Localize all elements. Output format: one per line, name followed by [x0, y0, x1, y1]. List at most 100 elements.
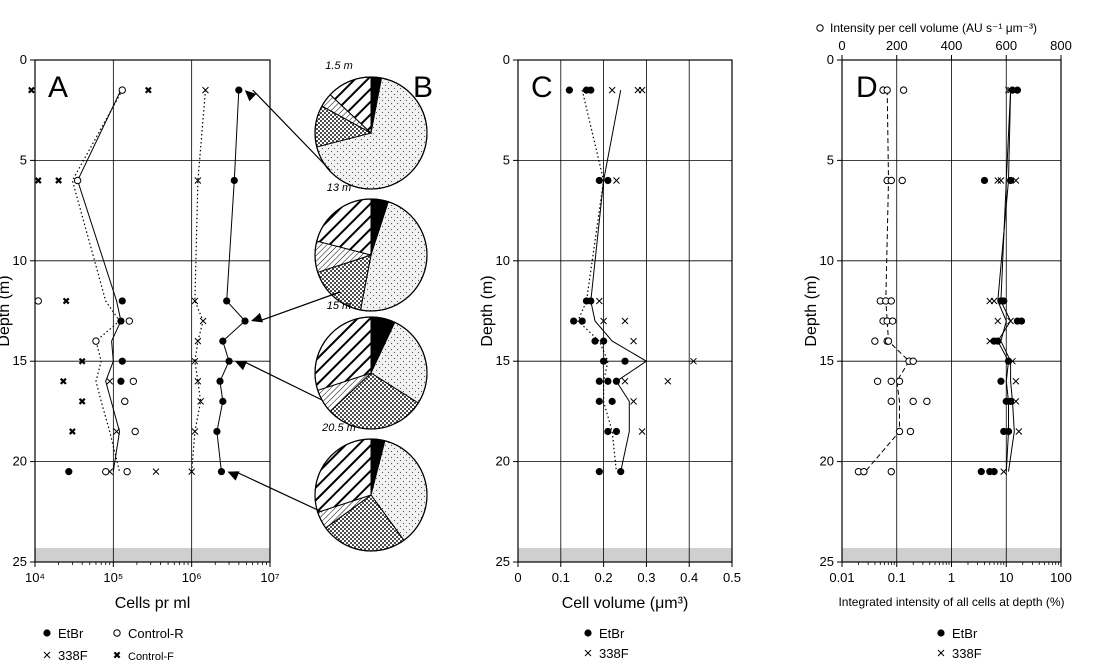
trend-line-a-3	[216, 90, 246, 472]
y-axis-title-c: Depth (m)	[479, 275, 496, 346]
data-point	[887, 377, 895, 385]
data-point	[595, 297, 603, 305]
x-tick-label-c: 0.2	[595, 570, 613, 585]
series-338f	[986, 86, 1023, 475]
pie-20-5-m: 20.5 m	[314, 422, 428, 552]
series-intensity-per-cell-volume	[854, 86, 931, 476]
data-point	[78, 397, 86, 405]
y-tick-label-d: 5	[827, 152, 834, 167]
trend-line-a-2	[71, 89, 123, 472]
data-point	[194, 337, 202, 345]
x-tick-label-d: 0.1	[888, 570, 906, 585]
data-point	[219, 337, 227, 345]
arrow-shaft	[235, 471, 323, 513]
legend-label: EtBr	[952, 626, 978, 641]
x-tick-label-c: 0.1	[552, 570, 570, 585]
y-tick-label-a: 20	[13, 454, 27, 469]
top-axis-title: Intensity per cell volume (AU s⁻¹ μm⁻³)	[816, 21, 1037, 35]
plot-frame-c	[517, 59, 733, 563]
legend-label: Control-F	[128, 651, 174, 663]
x-axis-title-a: Cells pr ml	[115, 595, 191, 612]
data-point	[1004, 357, 1013, 365]
pie-13-m: 13 m	[314, 182, 428, 312]
legends: EtBr Control-R 338F Control-F EtBr 338F EtBr 33…	[43, 626, 982, 663]
pie-outline	[314, 316, 428, 430]
x-tick-label-c: 0.5	[723, 570, 741, 585]
arrow-shaft	[252, 89, 331, 171]
trend-line-c-1	[590, 90, 648, 472]
data-point	[106, 377, 114, 385]
data-point	[230, 176, 238, 185]
data-point	[1012, 377, 1020, 385]
trend-line-d-2	[997, 90, 1015, 472]
data-point	[113, 428, 120, 435]
data-point	[621, 317, 629, 325]
arrow-head	[227, 471, 240, 481]
legend-label: 338F	[599, 646, 629, 661]
series-338f	[595, 86, 697, 435]
data-point	[595, 468, 603, 476]
data-point	[612, 427, 621, 436]
legend-marker	[937, 649, 945, 657]
x-tick-label-a: 10⁷	[260, 570, 279, 585]
data-point	[587, 297, 595, 305]
data-point	[888, 317, 897, 325]
data-point	[608, 86, 616, 94]
data-point	[199, 317, 207, 325]
series-etbr	[565, 86, 629, 476]
data-point	[638, 86, 646, 94]
data-point	[690, 357, 697, 365]
y-tick-label-d: 10	[820, 253, 834, 268]
panel-d: 0.01 0.1 1 10 100 0 5 10 15 20 25 Integrated intens…	[803, 21, 1072, 609]
data-point	[28, 86, 35, 94]
legend-item-a: Control-R	[113, 626, 184, 641]
pie-arrows	[227, 89, 341, 513]
legend-marker	[113, 651, 121, 659]
data-point	[600, 357, 608, 365]
pie-depth-label: 1.5 m	[325, 60, 353, 72]
data-point	[887, 467, 895, 476]
y-tick-label-a: 0	[20, 52, 27, 67]
data-point	[129, 377, 138, 385]
pie-arrow	[235, 360, 323, 401]
y-tick-label-c: 20	[496, 454, 510, 469]
legend-label: Control-R	[128, 626, 184, 641]
data-point	[197, 398, 204, 405]
trend-line-a-4	[191, 90, 207, 472]
pie-arrow	[227, 471, 323, 513]
y-tick-label-c: 5	[503, 152, 510, 167]
y-tick-label-c: 10	[496, 253, 510, 268]
data-point	[909, 357, 917, 365]
top-tick-label: 600	[995, 38, 1017, 53]
legend-marker	[584, 649, 592, 657]
series-control-r	[34, 86, 139, 476]
data-point	[152, 468, 160, 475]
panel-letter-a: A	[48, 71, 68, 104]
data-point	[600, 337, 608, 345]
y-tick-label-d: 15	[820, 353, 834, 368]
data-point	[578, 317, 586, 325]
y-tick-label-a: 15	[13, 353, 27, 368]
x-tick-label-a: 10⁵	[103, 570, 123, 585]
plot-frame-a	[34, 59, 271, 563]
data-point	[191, 428, 199, 435]
pie-depth-label: 13 m	[327, 182, 351, 194]
legend-label: 338F	[952, 646, 982, 661]
data-point	[1017, 317, 1026, 325]
data-point	[906, 427, 915, 436]
data-point	[887, 297, 895, 305]
legend-label: 338F	[58, 648, 88, 663]
data-point	[994, 177, 1002, 184]
y-tick-label-c: 0	[503, 52, 510, 67]
data-point	[117, 377, 125, 385]
data-point	[887, 176, 895, 185]
panel-letter-b: B	[413, 71, 433, 104]
panel-letters: A B C D	[48, 71, 878, 104]
x-tick-label-a: 10⁴	[25, 570, 45, 585]
data-point	[621, 377, 629, 385]
legend-label: EtBr	[58, 626, 84, 641]
data-point	[118, 86, 126, 94]
y-tick-label-a: 25	[13, 554, 27, 569]
